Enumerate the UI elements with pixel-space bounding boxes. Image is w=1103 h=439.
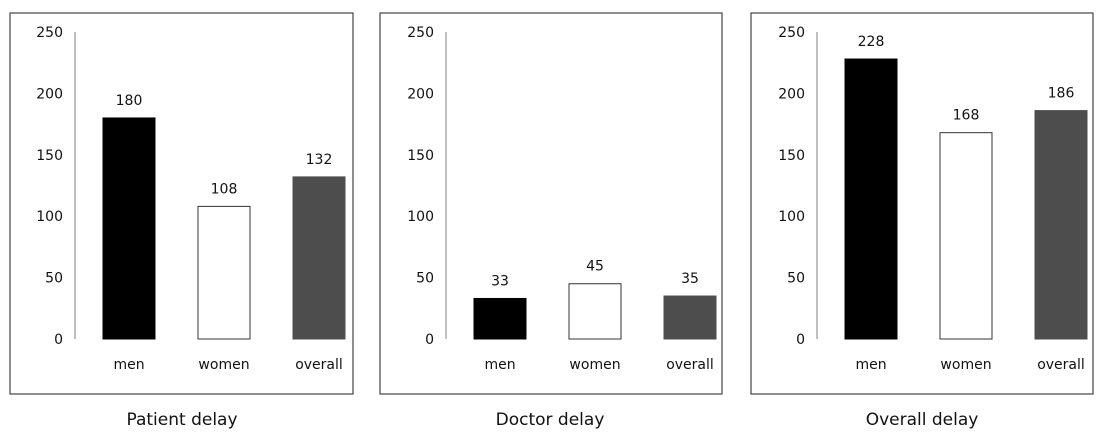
y-tick-label: 200 [36,86,63,102]
y-tick-label: 50 [45,271,63,287]
y-tick-label: 0 [54,332,63,348]
x-category-label: men [484,357,515,373]
y-tick-label: 50 [787,271,805,287]
y-tick-label: 150 [407,148,434,164]
y-tick-label: 150 [36,148,63,164]
chart-title: Doctor delay [496,410,605,430]
x-category-label: men [113,357,144,373]
y-tick-label: 0 [796,332,805,348]
y-tick-label: 50 [416,271,434,287]
chart-panel-3: 0 50 100 150 200 250 228 men 168 women 186 overall O… [750,12,1094,430]
chart-panel-1: 0 50 100 150 200 250 180 men 108 women 132 overall P… [9,12,354,430]
data-label: 186 [1048,86,1075,102]
bar-women [568,283,622,340]
chart-title: Overall delay [866,410,979,430]
data-label: 180 [116,93,143,109]
data-label: 228 [858,34,885,50]
x-category-label: men [855,357,886,373]
y-tick-label: 150 [778,148,805,164]
bar-overall [292,176,346,340]
data-label: 108 [211,181,238,197]
y-tick-label: 250 [36,25,63,41]
y-tick-label: 100 [407,209,434,225]
y-tick-label: 100 [36,209,63,225]
y-tick-label: 0 [425,332,434,348]
y-tick-label: 200 [407,86,434,102]
y-tick-label: 200 [778,86,805,102]
data-label: 132 [306,152,333,168]
bar-men [473,297,527,340]
bar-overall [1034,110,1088,340]
bar-men [102,117,156,340]
data-label: 33 [491,273,509,289]
x-category-label: women [940,357,991,373]
x-category-label: women [569,357,620,373]
y-tick-label: 250 [407,25,434,41]
bar-women [939,132,993,340]
x-category-label: overall [666,357,714,373]
bar-women [197,205,251,340]
bar-men [844,58,898,340]
x-category-label: women [198,357,249,373]
y-tick-label: 100 [778,209,805,225]
data-label: 168 [953,108,980,124]
bar-overall [663,295,717,340]
data-label: 35 [681,271,699,287]
x-category-label: overall [1037,357,1085,373]
y-tick-label: 250 [778,25,805,41]
data-label: 45 [586,259,604,275]
chart-title: Patient delay [126,410,237,430]
chart-panel-2: 0 50 100 150 200 250 33 men 45 women 35 overall Doct… [379,12,723,430]
x-category-label: overall [295,357,343,373]
